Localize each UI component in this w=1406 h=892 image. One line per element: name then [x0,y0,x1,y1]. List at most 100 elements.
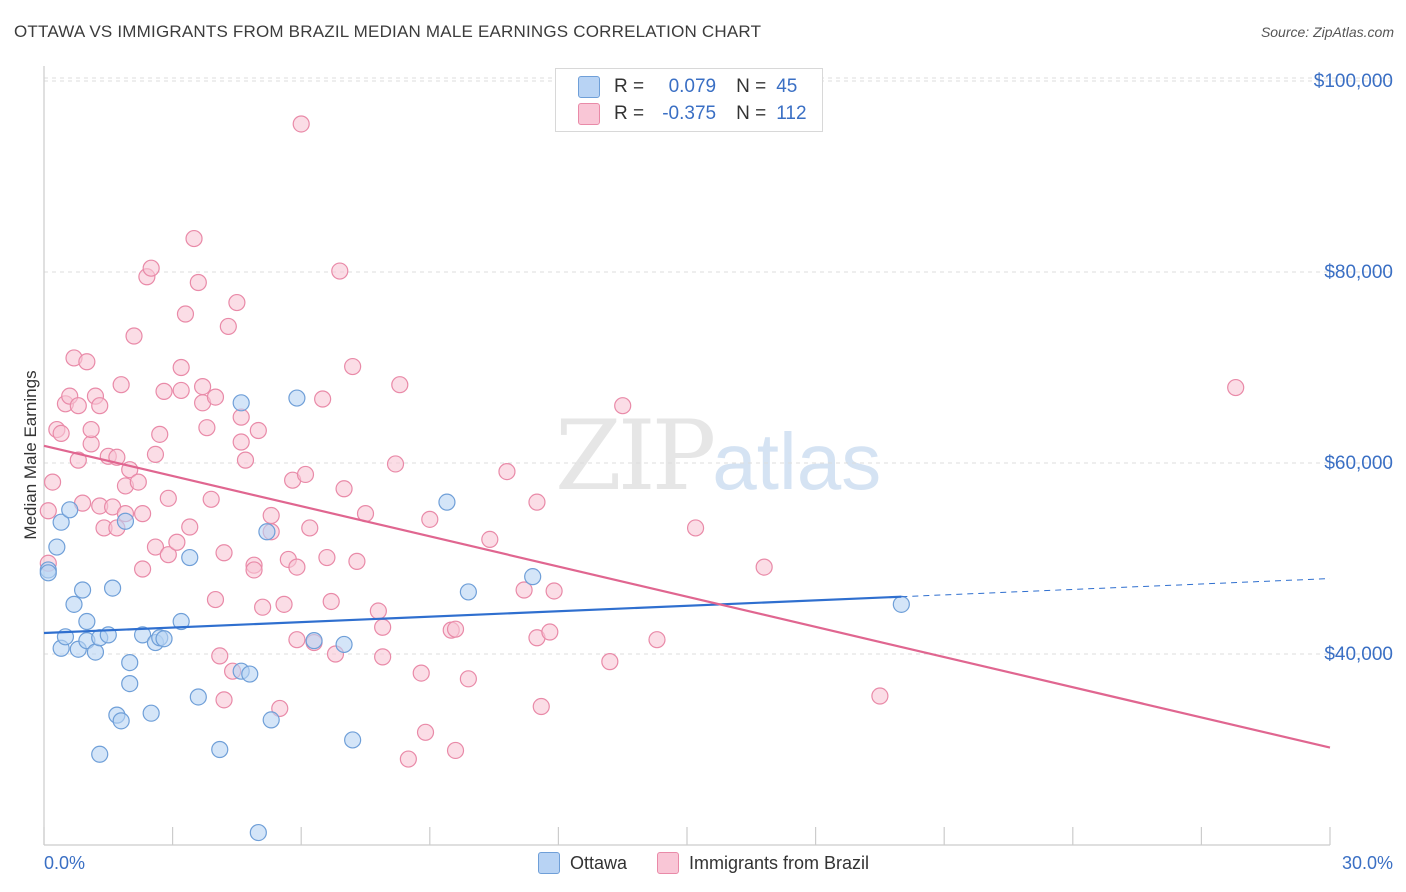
legend-item-brazil[interactable]: Immigrants from Brazil [657,852,869,874]
data-point [314,390,332,408]
source-label: Source: ZipAtlas.com [1260,24,1394,40]
data-point [262,711,280,729]
data-point [262,506,280,525]
data-point [318,548,336,567]
brazil-points [39,115,1245,768]
data-point [151,425,169,443]
chart-title: OTTAWA VS IMMIGRANTS FROM BRAZIL MEDIAN … [14,22,762,41]
data-point [528,493,546,511]
data-point [301,519,319,537]
data-point [344,357,362,376]
data-point [78,353,96,371]
legend-item-ottawa[interactable]: Ottawa [538,852,627,874]
data-point [258,523,276,541]
ottawa-swatch [538,852,560,874]
data-point [412,664,430,682]
data-point [515,581,533,599]
data-point [288,389,306,407]
data-point [82,420,100,439]
data-point [232,408,250,426]
legend-label-brazil: Immigrants from Brazil [689,852,870,873]
data-point [52,513,70,531]
data-point [374,618,392,636]
trend-lines [43,444,1331,749]
watermark-zip: ZIP [555,400,716,512]
data-point [116,512,135,530]
data-point [446,620,465,638]
data-point [335,480,353,498]
data-point [305,632,323,650]
data-point [219,317,237,336]
ottawa-swatch [578,76,600,98]
data-point [172,381,190,400]
data-point [194,378,212,396]
data-point [103,579,122,597]
data-point [322,592,340,611]
brazil-swatch [578,103,600,125]
data-point [73,581,92,599]
data-point [686,519,705,537]
data-point [69,451,87,469]
x-tick-label: 0.0% [44,853,85,873]
data-point [206,590,225,609]
data-point [48,538,66,556]
trend-line-ottawa [43,595,902,635]
data-point [146,445,165,464]
n-label: N = [736,103,767,124]
legend-row-brazil: R = -0.375 N = 112 [578,102,807,126]
data-point [459,670,477,688]
data-point [524,568,542,586]
data-point [133,505,152,523]
data-point [125,327,143,345]
data-point [648,631,666,649]
data-point [155,630,173,648]
data-point [133,560,152,578]
brazil-swatch [657,852,680,874]
data-point [39,502,57,520]
data-point [614,397,632,415]
data-point [1227,378,1245,397]
data-point [176,305,195,323]
data-point [344,731,362,749]
data-point [211,740,229,759]
data-point [541,623,559,641]
r-label: R = [614,103,645,124]
data-point [61,501,79,519]
data-point [146,538,165,556]
watermark: ZIPatlas [555,400,881,512]
r-label: R = [614,76,645,97]
data-point [532,697,550,716]
data-point [871,687,889,705]
data-point [275,595,293,613]
n-value-ottawa: 45 [776,76,798,97]
data-point [65,595,83,613]
data-point [236,451,255,469]
data-point [232,394,250,412]
data-point [271,699,289,718]
y-tick-label: $60,000 [1324,453,1393,474]
data-point [168,533,186,551]
data-point [181,548,199,567]
data-point [78,612,96,631]
data-point [438,493,456,511]
data-point [202,490,220,508]
data-point [133,626,152,644]
data-point [601,653,619,671]
data-point [228,293,246,312]
data-point [198,419,216,437]
data-point [292,115,310,133]
data-point [112,376,130,394]
data-point [386,455,405,473]
y-tick-label: $100,000 [1314,71,1393,92]
data-point [39,564,57,582]
tick-labels: $40,000 $60,000 $80,000 $100,000 0.0% 30.0% [44,71,1393,873]
data-point [172,612,190,631]
data-point [446,741,465,760]
y-tick-label: $40,000 [1324,644,1393,665]
data-point [43,473,62,491]
data-point [69,397,87,415]
data-point [172,358,190,377]
axes [43,66,1331,846]
data-point [545,582,563,600]
